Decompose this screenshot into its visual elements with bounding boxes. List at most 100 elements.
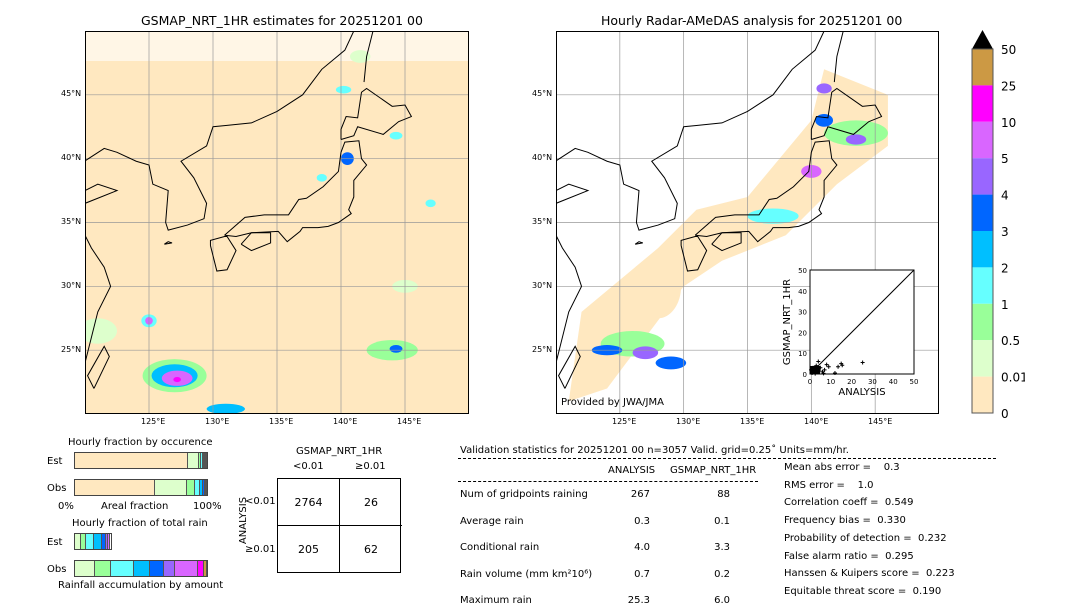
scatter-ylabel: GSMAP_NRT_1HR [782, 279, 793, 365]
fraction-segment [75, 453, 188, 468]
fraction-segment [206, 480, 207, 495]
scatter-y-tick: 30 [798, 309, 807, 317]
colorbar-label: 1 [1001, 298, 1009, 312]
lat-tick-label: 35°N [532, 217, 553, 226]
ct-row2: ≥0.01 [245, 544, 276, 555]
score-line: RMS error = 1.0 [784, 479, 874, 491]
scatter-point [816, 359, 821, 364]
fraction-segment [149, 561, 165, 576]
score-line: Hanssen & Kuipers score = 0.223 [784, 568, 955, 580]
scatter-point [810, 370, 815, 375]
colorbar-label: 2 [1001, 261, 1009, 275]
lat-tick-label: 40°N [61, 153, 82, 162]
ct-hit: 62 [364, 543, 378, 556]
occ-xlabel: Areal fraction [101, 501, 169, 512]
score-line: Probability of detection = 0.232 [784, 532, 947, 544]
scatter-point [822, 367, 827, 372]
occ-x1: 100% [193, 501, 222, 512]
fraction-segment [75, 561, 95, 576]
coastline [224, 140, 368, 243]
coastline [556, 31, 825, 364]
rain-area [206, 403, 245, 414]
lat-tick-label: 45°N [61, 89, 82, 98]
total-rain-obs-bar [74, 560, 208, 577]
fraction-segment [164, 561, 175, 576]
lat-tick-label: 40°N [532, 153, 553, 162]
ct-hits-none: 2764 [278, 479, 340, 526]
score-line: False alarm ratio = 0.295 [784, 550, 914, 562]
stat-analysis-value: 0.7 [634, 568, 650, 580]
colorbar: 50 25 10 5 4 3 2 1 0.5 0.01 0 [971, 30, 1025, 418]
colorbar-extend-arrow [972, 30, 993, 49]
coastline [557, 345, 581, 389]
score-line: Frequency bias = 0.330 [784, 515, 906, 527]
lon-tick-label: 140°E [333, 417, 358, 426]
left-map-title: GSMAP_NRT_1HR estimates for 20251201 00 [141, 13, 423, 28]
stat-gsmap-value: 0.1 [714, 515, 730, 527]
colorbar-segment [972, 158, 993, 195]
fraction-segment [174, 561, 198, 576]
fraction-segment [80, 534, 87, 549]
rain-area [747, 208, 799, 224]
score-line: Mean abs error = 0.3 [784, 462, 900, 473]
scatter-x-tick: 0 [808, 378, 812, 386]
contingency-table: 2764 26 205 62 [277, 478, 402, 573]
lon-tick-label: 125°E [612, 417, 637, 426]
stat-label: Rain volume (mm km²10⁶) [460, 568, 593, 580]
rain-area [85, 318, 117, 344]
fraction-segment [186, 480, 195, 495]
fraction-segment [133, 561, 150, 576]
coastline [240, 232, 272, 252]
ct-miss: 205 [278, 526, 340, 573]
fraction-segment [75, 480, 156, 495]
occurrence-obs-bar [74, 479, 208, 496]
coastline [634, 241, 643, 245]
colorbar-segment [972, 340, 993, 377]
analysis-coverage-area [568, 69, 888, 402]
scatter-xlabel: ANALYSIS [838, 387, 885, 398]
rain-area [349, 50, 371, 63]
lat-tick-label: 35°N [61, 217, 82, 226]
left-map [85, 31, 469, 414]
rain-area [824, 120, 888, 146]
fraction-segment [201, 453, 203, 468]
colorbar-label: 10 [1001, 116, 1016, 130]
ct-row1: <0.01 [245, 496, 276, 507]
colorbar-segment [972, 85, 993, 122]
stat-gsmap-value: 88 [717, 489, 730, 500]
fraction-segment [200, 480, 203, 495]
lat-tick-label: 25°N [532, 345, 553, 354]
colorbar-label: 50 [1001, 43, 1016, 57]
scatter-x-tick: 20 [847, 378, 856, 386]
lon-tick-label: 135°E [269, 417, 294, 426]
rain-area [845, 134, 867, 145]
tr-est-label: Est [47, 537, 63, 548]
lat-tick-label: 25°N [61, 345, 82, 354]
rain-area [335, 85, 352, 94]
coastline [833, 31, 844, 83]
stat-analysis-value: 267 [630, 489, 650, 500]
coastline [340, 87, 413, 140]
ct-col1: <0.01 [293, 461, 324, 472]
coastline [711, 232, 742, 252]
ct-false-alarm: 26 [340, 479, 402, 526]
coastline [86, 345, 110, 389]
colorbar-segment [972, 231, 993, 268]
lat-tick-label: 30°N [61, 281, 82, 290]
scatter-x-tick: 10 [826, 378, 835, 386]
scatter-y-tick: 0 [803, 371, 807, 379]
fraction-segment [75, 534, 81, 549]
ct-title: GSMAP_NRT_1HR [296, 446, 383, 457]
scatter-point [813, 371, 818, 376]
stat-label: Conditional rain [460, 542, 540, 553]
scatter-point [840, 363, 845, 368]
fraction-segment [197, 561, 205, 576]
fraction-segment [155, 480, 187, 495]
scatter-x-tick: 30 [868, 378, 877, 386]
fraction-segment [204, 561, 207, 576]
scatter-point [826, 364, 831, 369]
rain-area [316, 173, 327, 182]
stats-col-gsmap: GSMAP_NRT_1HR [670, 465, 757, 476]
stat-analysis-value: 25.3 [627, 595, 650, 606]
rain-area [389, 345, 403, 353]
